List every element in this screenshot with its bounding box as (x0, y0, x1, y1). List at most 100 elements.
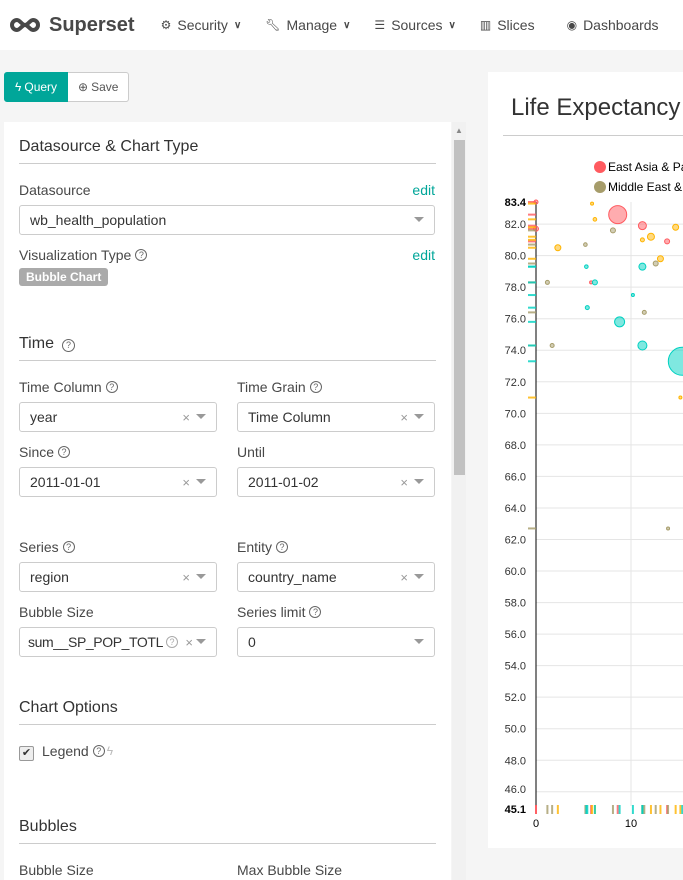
nav-security[interactable]: ⚙ Security ∨ (161, 17, 242, 33)
clear-icon[interactable]: × (185, 634, 193, 650)
until-select[interactable]: 2011-01-02 × (237, 467, 435, 497)
clear-icon[interactable]: × (400, 569, 408, 585)
y-tick-label: 80.0 (505, 251, 526, 263)
series-value: region (30, 569, 69, 585)
section-datasource: Datasource & Chart Type (19, 138, 436, 164)
bubble (554, 244, 562, 252)
bubble (666, 526, 671, 531)
chart-panel: Life Expectancy (488, 72, 683, 848)
series-select[interactable]: region × (19, 562, 217, 592)
y-tick-label: 60.0 (505, 566, 526, 578)
clear-icon[interactable]: × (400, 474, 408, 490)
help-icon[interactable]: ? (165, 636, 178, 648)
viz-type-badge: Bubble Chart (19, 268, 109, 286)
y-tick-label: 54.0 (505, 661, 526, 673)
bubble (614, 316, 626, 328)
x-tick-label: 0 (533, 818, 539, 830)
bubble-size-select[interactable]: sum__SP_POP_TOTL? × (19, 627, 217, 657)
y-tick-label: 46.0 (505, 784, 526, 796)
bubble (584, 305, 590, 311)
help-icon[interactable]: ? (276, 541, 289, 553)
series-limit-select[interactable]: 0 (237, 627, 435, 657)
clear-icon[interactable]: × (400, 409, 408, 425)
y-tick-label: 78.0 (505, 282, 526, 294)
nav-label: Dashboards (583, 17, 659, 33)
legend-checkbox[interactable]: ✔ (19, 746, 34, 761)
section-time-title: Time (19, 335, 54, 352)
entity-value: country_name (248, 569, 337, 585)
caret-down-icon (414, 217, 424, 222)
legend-label: East Asia & Pa (608, 160, 683, 174)
bubble-chart: 46.0 48.0 50.0 52.0 54.0 56.0 58.0 60.0 62.0 64.0… (505, 160, 683, 830)
chart-title: Life Expectancy (511, 94, 681, 121)
help-icon[interactable]: ? (62, 541, 75, 553)
viz-type-text: Visualization Type (19, 247, 132, 263)
y-tick-label: 50.0 (505, 724, 526, 736)
help-icon[interactable]: ? (309, 381, 322, 393)
scroll-up-icon[interactable]: ▲ (455, 126, 463, 135)
y-tick-label: 74.0 (505, 345, 526, 357)
nav-dashboards[interactable]: ◉ Dashboards (567, 17, 659, 33)
caret-down-icon (414, 414, 424, 419)
help-icon[interactable]: ? (105, 381, 118, 393)
bubble (639, 237, 645, 243)
time-grain-select[interactable]: Time Column × (237, 402, 435, 432)
series-label: Series? (19, 539, 75, 555)
save-button[interactable]: ⊕ Save (68, 72, 130, 102)
brand-logo[interactable]: Superset (9, 14, 135, 37)
superset-logo-icon (10, 17, 40, 33)
query-button[interactable]: ϟ Query (4, 72, 69, 102)
datasource-select[interactable]: wb_health_population (19, 205, 435, 235)
legend-marker (594, 181, 606, 193)
time-column-text: Time Column (19, 379, 102, 395)
max-bubble-size-label: Max Bubble Size (237, 862, 343, 878)
time-column-select[interactable]: year × (19, 402, 217, 432)
clear-icon[interactable]: × (182, 569, 190, 585)
entity-label: Entity? (237, 539, 289, 555)
y-tick-label: 56.0 (505, 629, 526, 641)
nav-manage[interactable]: 🔧︎ Manage ∨ (265, 17, 350, 33)
since-text: Since (19, 444, 55, 460)
y-tick-label: 64.0 (505, 503, 526, 515)
since-select[interactable]: 2011-01-01 × (19, 467, 217, 497)
nav-label: Manage (286, 17, 338, 33)
clear-icon[interactable]: × (182, 474, 190, 490)
help-icon[interactable]: ? (58, 446, 71, 458)
clear-icon[interactable]: × (182, 409, 190, 425)
caret-down-icon (196, 574, 206, 579)
y-tick-label: 82.0 (505, 219, 526, 231)
section-chart-options: Chart Options (19, 699, 436, 725)
time-grain-text: Time Grain (237, 379, 306, 395)
bubble (549, 343, 555, 349)
bubble (664, 238, 671, 245)
bubble (638, 262, 647, 271)
bubble (590, 201, 595, 206)
help-icon[interactable]: ? (135, 249, 148, 261)
bubble (583, 242, 588, 247)
help-icon[interactable]: ? (309, 606, 322, 618)
datasource-edit-link[interactable]: edit (412, 182, 435, 198)
datasource-value: wb_health_population (30, 212, 167, 228)
bubble (667, 346, 683, 376)
series-limit-label: Series limit? (237, 604, 322, 620)
help-icon[interactable]: ? (61, 339, 75, 352)
brand-name: Superset (49, 13, 135, 36)
legend-label: Middle East & (608, 180, 682, 194)
help-icon[interactable]: ? (92, 745, 105, 757)
save-label: Save (91, 80, 119, 94)
y-tick-label: 62.0 (505, 534, 526, 546)
section-time: Time? (19, 335, 436, 361)
legend-text: Legend (42, 743, 89, 759)
control-panel-scrollbar[interactable]: ▲ (452, 122, 466, 880)
wrench-icon: 🔧︎ (265, 18, 281, 32)
entity-select[interactable]: country_name × (237, 562, 435, 592)
nav-slices[interactable]: ▥ Slices (480, 17, 535, 33)
bubbles-size-label: Bubble Size (19, 862, 94, 878)
nav-sources[interactable]: ☰ Sources ∨ (374, 17, 455, 33)
viz-type-edit-link[interactable]: edit (412, 247, 435, 263)
scrollbar-thumb[interactable] (454, 140, 465, 475)
control-panel: Datasource & Chart Type Datasource edit … (4, 122, 451, 880)
bolt-icon: ϟ (106, 744, 114, 758)
bubble (652, 260, 659, 267)
cogs-icon: ⚙ (160, 18, 172, 32)
